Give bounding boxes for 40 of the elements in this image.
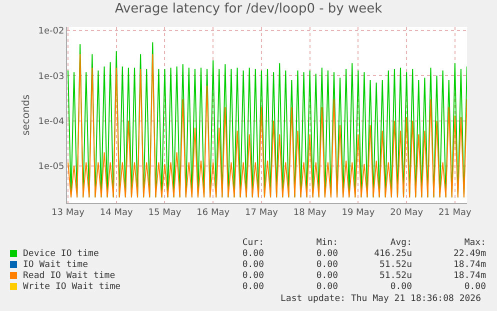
x-tick-label: 13 May (52, 208, 86, 218)
text: 0.00 (315, 282, 338, 293)
text: Min: (315, 238, 338, 249)
text: 0.00 (241, 249, 264, 260)
text: 0.00 (315, 271, 338, 282)
text: Last update: Thu May 21 18:36:08 2026 (280, 294, 481, 304)
x-tick-label: 20 May (390, 208, 424, 218)
text: Cur: (241, 238, 264, 249)
text: 0.00 (463, 282, 486, 293)
x-tick-label: 17 May (245, 208, 279, 218)
text: Avg: (389, 238, 412, 249)
y-tick-label: 1e-04 (38, 116, 64, 127)
text: 51.52u (378, 260, 412, 271)
text: 0.00 (241, 260, 264, 271)
text: 0.00 (389, 282, 412, 293)
text: 18.74m (452, 260, 486, 271)
text: 22.49m (452, 249, 486, 260)
x-tick-label: 16 May (196, 208, 230, 218)
text: 0.00 (315, 260, 338, 271)
text: 18.74m (452, 271, 486, 282)
y-axis-title: seconds (21, 94, 32, 136)
y-tick-label: 1e-03 (38, 72, 64, 82)
chart-title: Average latency for /dev/loop0 - by week (114, 2, 383, 17)
text: 416.25u (373, 249, 412, 260)
x-tick-label: 19 May (342, 208, 376, 218)
text: 0.00 (315, 249, 338, 260)
text: 0.00 (241, 282, 264, 293)
legend-label: Device IO time (22, 249, 100, 260)
x-tick-label: 18 May (293, 208, 327, 218)
text: 0.00 (241, 271, 264, 282)
x-tick-label: 15 May (148, 208, 182, 218)
y-tick-label: 1e-02 (38, 26, 64, 37)
x-tick-label: 21 May (438, 208, 472, 218)
legend-label: Read IO Wait time (22, 271, 116, 282)
legend-label: IO Wait time (22, 260, 90, 271)
x-tick-label: 14 May (100, 208, 134, 218)
text: 51.52u (378, 271, 412, 282)
legend-label: Write IO Wait time (22, 282, 122, 293)
text: Max: (463, 238, 486, 249)
y-tick-label: 1e-05 (38, 162, 64, 172)
